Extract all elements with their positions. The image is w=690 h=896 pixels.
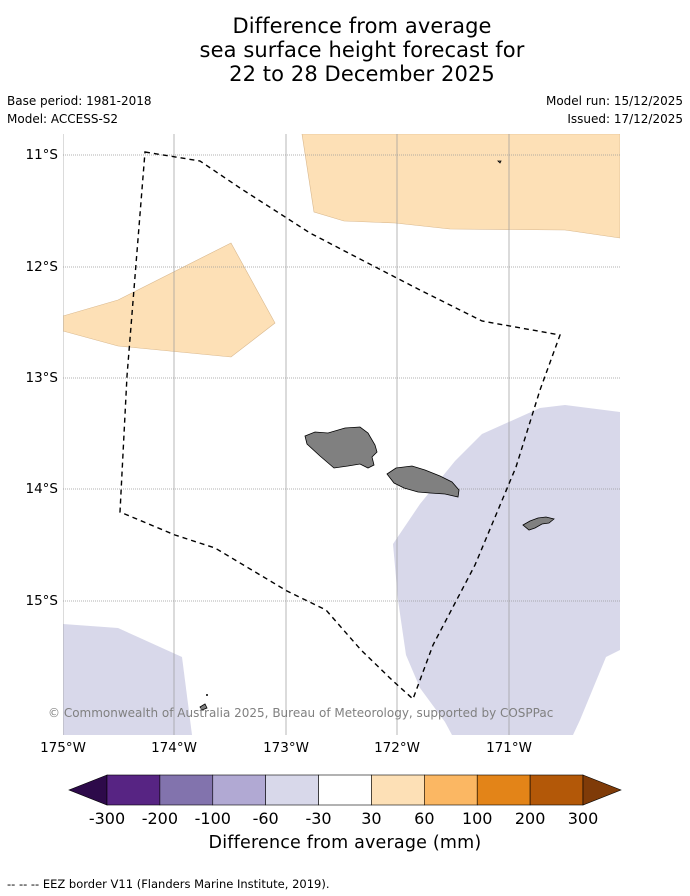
base-period-text: Base period: 1981-2018: [7, 94, 152, 108]
issued-text: Issued: 17/12/2025: [567, 112, 683, 126]
title-line-2: sea surface height forecast for: [199, 38, 525, 62]
lat-label-14s: 14°S: [25, 481, 59, 497]
tutuila-island: [522, 516, 555, 531]
lon-label-174w: 174°W: [151, 740, 197, 756]
colorbar-tick-label: 100: [461, 809, 493, 828]
copyright-text: © Commonwealth of Australia 2025, Bureau…: [48, 706, 554, 720]
map-plot-area: [63, 134, 620, 735]
colorbar: [68, 774, 622, 806]
graticule: [63, 134, 620, 735]
small-islet-southwest: [199, 703, 208, 711]
lon-label-172w: 172°W: [374, 740, 420, 756]
positive-anomaly-region-northeast: [301, 134, 620, 239]
lat-label-15s: 15°S: [25, 593, 59, 609]
small-islet-north: [497, 160, 502, 164]
eez-legend-footer: -- -- -- EEZ border V11 (Flanders Marine…: [7, 877, 330, 891]
lat-label-11s: 11°S: [25, 147, 59, 163]
model-text: Model: ACCESS-S2: [7, 112, 119, 126]
colorbar-tick-label: -60: [252, 809, 279, 828]
upolu-island: [386, 465, 460, 498]
positive-anomaly-region-west: [63, 242, 276, 358]
colorbar-segment: [529, 774, 584, 806]
lon-label-175w: 175°W: [40, 740, 86, 756]
small-islet-dot: [206, 694, 208, 696]
colorbar-extend-min: [68, 774, 108, 806]
colorbar-segment: [212, 774, 266, 806]
title-line-3: 22 to 28 December 2025: [229, 62, 495, 86]
colorbar-tick-label: 300: [567, 809, 599, 828]
colorbar-segment: [159, 774, 214, 806]
title-line-1: Difference from average: [232, 14, 492, 38]
lon-label-173w: 173°W: [263, 740, 309, 756]
colorbar-tick-label: -100: [194, 809, 231, 828]
colorbar-segment: [371, 774, 425, 806]
colorbar-segment: [476, 774, 531, 806]
colorbar-label: Difference from average (mm): [208, 833, 482, 853]
colorbar-segment: [318, 774, 372, 806]
colorbar-tick-label: 200: [514, 809, 546, 828]
lat-label-13s: 13°S: [25, 370, 59, 386]
colorbar-segment: [424, 774, 478, 806]
colorbar-tick-label: 60: [414, 809, 435, 828]
eez-border: [119, 151, 561, 701]
colorbar-tick-label: -30: [305, 809, 332, 828]
model-run-text: Model run: 15/12/2025: [545, 94, 683, 108]
savaii-island: [304, 426, 378, 469]
colorbar-tick-label: -300: [88, 809, 126, 828]
colorbar-tick-label: 30: [361, 809, 382, 828]
colorbar-tick-label: -200: [141, 809, 179, 828]
colorbar-segment: [106, 774, 161, 806]
map-title: Difference from average sea surface heig…: [0, 14, 690, 86]
lon-label-171w: 171°W: [486, 740, 532, 756]
negative-anomaly-region-east: [393, 405, 620, 735]
lat-label-12s: 12°S: [25, 259, 59, 275]
colorbar-extend-max: [582, 774, 622, 806]
negative-anomaly-region-southwest: [63, 624, 192, 735]
colorbar-segment: [265, 774, 319, 806]
